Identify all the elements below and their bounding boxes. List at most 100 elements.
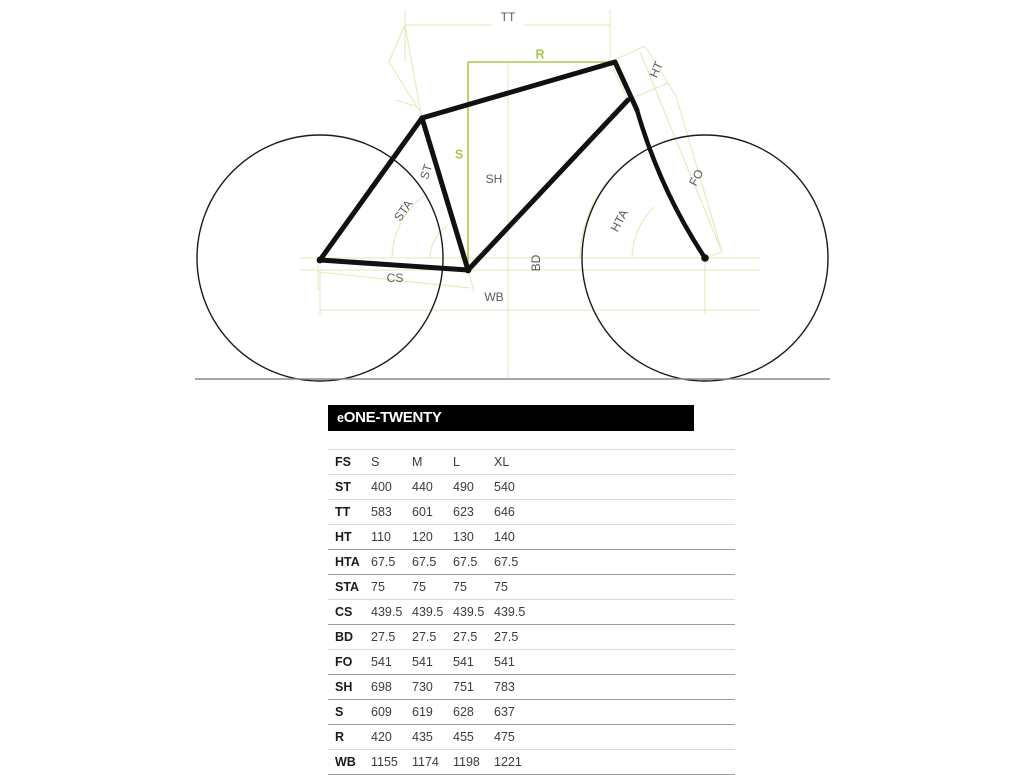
down-tube [465,97,631,273]
dimension-label-fo: FO [686,167,706,188]
cell-tt-3: 646 [491,499,532,525]
cell-pad [532,749,735,775]
cell-pad [532,449,735,475]
cell-fo-3: 541 [491,649,532,675]
row-key-fs: FS [328,449,368,475]
front-hub [701,254,709,262]
model-name: ONE-TWENTY [343,409,442,426]
cell-r-0: 420 [368,724,409,750]
row-key-s: S [328,699,368,725]
cell-bd-1: 27.5 [409,624,450,650]
row-key-bd: BD [328,624,368,650]
cell-fo-2: 541 [450,649,491,675]
cell-wb-3: 1221 [491,749,532,775]
cell-sta-3: 75 [491,574,532,600]
cell-sta-0: 75 [368,574,409,600]
dimension-label-hta: HTA [608,207,631,234]
seat-tube [419,115,471,273]
table-row: TT 583 601 623 646 [328,499,735,525]
model-prefix: e [337,411,344,425]
cell-tt-0: 583 [368,499,409,525]
cell-st-1: 440 [409,474,450,500]
table-row: HTA 67.5 67.5 67.5 67.5 [328,549,735,575]
row-key-wb: WB [328,749,368,775]
geometry-table: FS S M L XL ST 400 440 490 540 TT 583 601 623 646 HT 110… [328,449,735,775]
cell-pad [532,624,735,650]
row-key-cs: CS [328,599,368,625]
table-row: FS S M L XL [328,449,735,475]
table-row: HT 110 120 130 140 [328,524,735,550]
cell-cs-2: 439.5 [450,599,491,625]
cell-hta-0: 67.5 [368,549,409,575]
rear-wheel [196,134,444,382]
row-key-tt: TT [328,499,368,525]
cell-s-0: 609 [368,699,409,725]
table-row: STA 75 75 75 75 [328,574,735,600]
dimension-label-r: R [535,47,544,61]
cell-st-2: 490 [450,474,491,500]
cell-ht-2: 130 [450,524,491,550]
dimension-label-st: ST [417,162,435,182]
chain-stay [317,257,471,273]
table-row: SH 698 730 751 783 [328,674,735,700]
cell-fs-1: M [409,449,450,475]
cell-hta-2: 67.5 [450,549,491,575]
cell-pad [532,574,735,600]
hub-points [316,254,709,274]
cell-sh-0: 698 [368,674,409,700]
dimension-label-sta: STA [391,197,415,223]
specification-panel: eONE-TWENTY FS S M L XL ST 400 440 490 540 TT 583 60… [328,405,735,775]
cell-ht-0: 110 [368,524,409,550]
cell-bd-2: 27.5 [450,624,491,650]
cell-fo-1: 541 [409,649,450,675]
cell-sh-3: 783 [491,674,532,700]
cell-fs-2: L [450,449,491,475]
row-key-st: ST [328,474,368,500]
frame [317,59,708,273]
cell-tt-1: 601 [409,499,450,525]
dimension-label-sh: SH [486,172,503,186]
dimension-label-ht: HT [647,59,667,80]
cell-s-3: 637 [491,699,532,725]
dimension-label-bd: BD [529,254,543,271]
dimension-label-wb: WB [484,290,503,304]
front-wheel [581,134,829,382]
row-key-ht: HT [328,524,368,550]
cell-wb-1: 1174 [409,749,450,775]
cell-pad [532,524,735,550]
cell-hta-3: 67.5 [491,549,532,575]
accent-dimension-lines [467,61,610,270]
cell-pad [532,699,735,725]
dimension-label-tt: TT [501,10,516,24]
cell-r-1: 435 [409,724,450,750]
cell-ht-3: 140 [491,524,532,550]
cell-s-2: 628 [450,699,491,725]
wheels [196,134,829,382]
cell-pad [532,499,735,525]
cell-r-2: 455 [450,724,491,750]
model-title-bar: eONE-TWENTY [328,405,694,431]
row-key-sta: STA [328,574,368,600]
table-row: WB 1155 1174 1198 1221 [328,749,735,775]
geometry-svg: TT R HT S ST SH STA CS BD WB FO HTA [195,10,830,382]
cell-pad [532,474,735,500]
cell-st-0: 400 [368,474,409,500]
cell-pad [532,599,735,625]
cell-tt-2: 623 [450,499,491,525]
row-key-sh: SH [328,674,368,700]
cell-wb-0: 1155 [368,749,409,775]
row-key-r: R [328,724,368,750]
cell-pad [532,649,735,675]
cell-cs-3: 439.5 [491,599,532,625]
bike-geometry-diagram: TT R HT S ST SH STA CS BD WB FO HTA [195,10,830,382]
cell-pad [532,724,735,750]
bottom-bracket [464,266,472,274]
cell-bd-3: 27.5 [491,624,532,650]
cell-hta-1: 67.5 [409,549,450,575]
cell-cs-0: 439.5 [368,599,409,625]
table-row: R 420 435 455 475 [328,724,735,750]
cell-pad [532,674,735,700]
dimension-label-cs: CS [387,271,404,285]
fork [634,107,708,261]
